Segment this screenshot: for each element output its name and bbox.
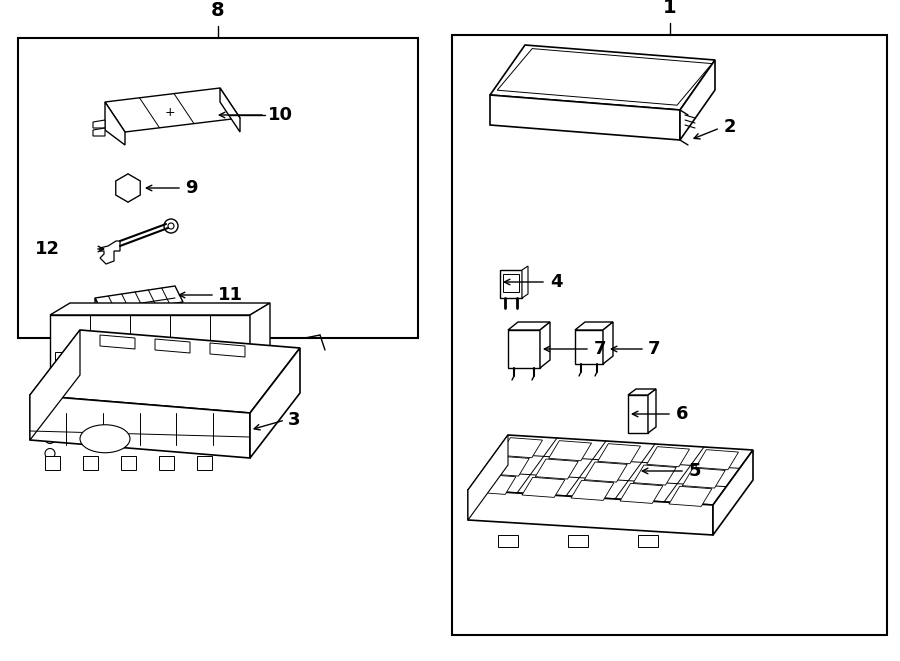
Polygon shape: [116, 174, 140, 202]
Polygon shape: [121, 456, 136, 470]
Text: 1: 1: [663, 0, 677, 17]
Bar: [498, 535, 518, 547]
Polygon shape: [468, 435, 508, 520]
Polygon shape: [603, 322, 613, 364]
Polygon shape: [503, 274, 519, 292]
Polygon shape: [549, 441, 591, 461]
Polygon shape: [628, 389, 656, 395]
Polygon shape: [696, 449, 739, 470]
Polygon shape: [105, 88, 240, 132]
Text: 3: 3: [288, 411, 301, 429]
Bar: [197, 352, 240, 364]
Ellipse shape: [80, 425, 130, 453]
Polygon shape: [713, 450, 753, 535]
Polygon shape: [536, 459, 578, 479]
Polygon shape: [30, 330, 300, 413]
Polygon shape: [468, 490, 713, 535]
Text: 7: 7: [594, 340, 607, 358]
Polygon shape: [210, 343, 245, 357]
Circle shape: [633, 400, 643, 410]
Polygon shape: [95, 298, 103, 326]
Polygon shape: [490, 95, 680, 140]
Polygon shape: [250, 303, 270, 370]
Text: 9: 9: [185, 179, 197, 197]
Polygon shape: [575, 330, 603, 364]
Polygon shape: [584, 462, 627, 482]
Polygon shape: [508, 330, 540, 368]
Polygon shape: [95, 286, 183, 314]
Polygon shape: [93, 128, 105, 136]
Polygon shape: [664, 456, 671, 482]
Polygon shape: [508, 322, 550, 330]
Polygon shape: [50, 315, 250, 370]
Polygon shape: [220, 88, 240, 132]
Polygon shape: [522, 477, 565, 497]
Text: 7: 7: [648, 340, 661, 358]
Bar: [55, 352, 98, 364]
Polygon shape: [155, 339, 190, 353]
Polygon shape: [473, 475, 516, 494]
Bar: [150, 352, 193, 364]
Polygon shape: [571, 481, 614, 500]
Polygon shape: [500, 270, 522, 298]
Polygon shape: [648, 389, 656, 433]
Text: 6: 6: [676, 405, 688, 423]
Polygon shape: [522, 266, 528, 298]
Polygon shape: [116, 174, 140, 202]
Polygon shape: [490, 45, 715, 110]
Circle shape: [45, 449, 55, 459]
Polygon shape: [93, 120, 105, 128]
Bar: [452, 35, 887, 635]
Text: 12: 12: [35, 240, 60, 258]
Polygon shape: [680, 60, 715, 140]
Polygon shape: [100, 335, 135, 349]
Polygon shape: [598, 444, 641, 464]
Polygon shape: [197, 456, 212, 470]
Polygon shape: [30, 395, 250, 458]
Text: 2: 2: [724, 118, 736, 136]
Circle shape: [122, 182, 134, 194]
Polygon shape: [468, 435, 753, 505]
Polygon shape: [250, 348, 300, 458]
Polygon shape: [628, 395, 648, 433]
Polygon shape: [540, 322, 550, 368]
Polygon shape: [30, 330, 80, 440]
Polygon shape: [159, 456, 174, 470]
Circle shape: [164, 219, 178, 233]
Bar: [102, 352, 145, 364]
Bar: [568, 535, 588, 547]
Polygon shape: [105, 102, 125, 145]
Polygon shape: [638, 460, 664, 482]
Circle shape: [45, 434, 55, 444]
Text: 10: 10: [268, 106, 293, 124]
Circle shape: [168, 223, 174, 229]
Text: +: +: [165, 106, 176, 118]
Polygon shape: [647, 447, 689, 467]
Text: 8: 8: [212, 1, 225, 20]
Polygon shape: [497, 49, 712, 105]
Polygon shape: [500, 438, 543, 457]
Polygon shape: [669, 486, 712, 506]
Bar: [638, 535, 658, 547]
Polygon shape: [634, 465, 676, 485]
Polygon shape: [620, 483, 663, 504]
Polygon shape: [575, 322, 613, 330]
Polygon shape: [45, 456, 60, 470]
Polygon shape: [50, 303, 270, 315]
Bar: [18, 38, 418, 338]
Text: 4: 4: [550, 273, 562, 291]
Polygon shape: [83, 456, 98, 470]
Text: 11: 11: [218, 286, 243, 304]
Polygon shape: [641, 462, 661, 479]
Text: 5: 5: [689, 462, 701, 480]
Polygon shape: [100, 241, 120, 264]
Polygon shape: [486, 456, 529, 476]
Polygon shape: [682, 468, 725, 488]
